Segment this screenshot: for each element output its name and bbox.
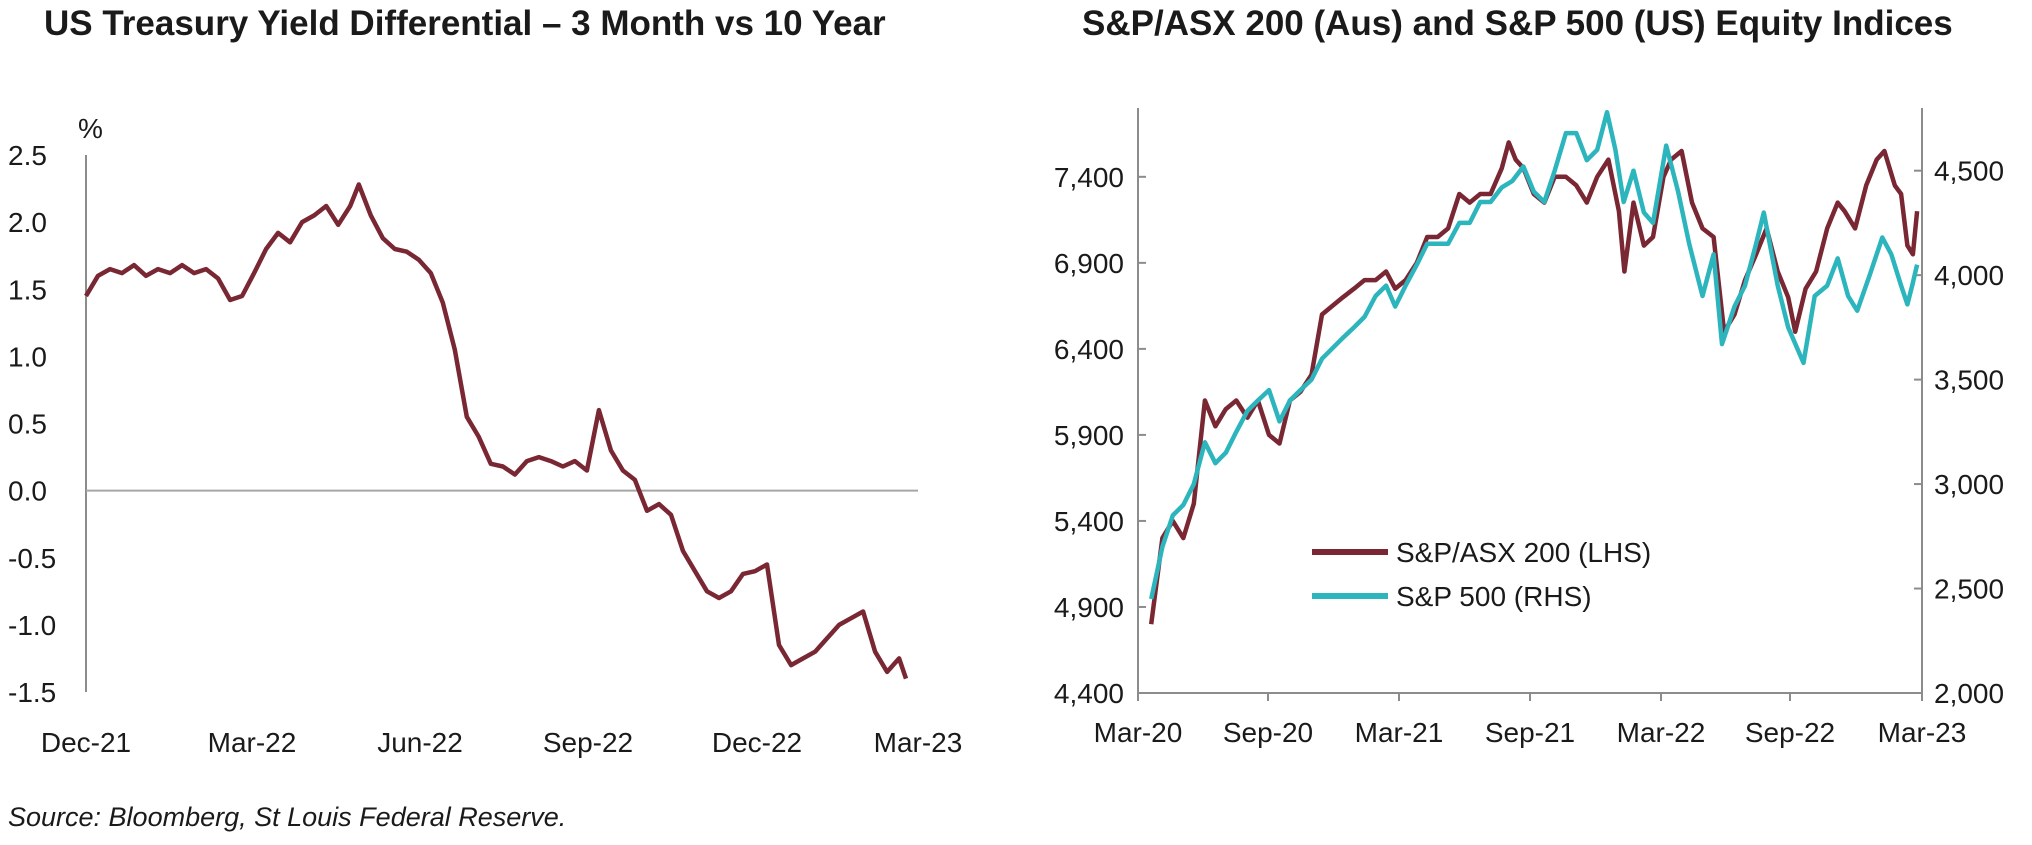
x-tick-label: Mar-23 — [1878, 717, 1967, 748]
left-x-tick-label: Jun-22 — [377, 727, 463, 758]
x-tick-label: Mar-22 — [1617, 717, 1706, 748]
legend-label-asx200: S&P/ASX 200 (LHS) — [1396, 537, 1651, 568]
left-y-tick-label: 2.0 — [8, 207, 47, 238]
left-y-tick-label: 4,900 — [1054, 592, 1124, 623]
left-y-tick-label: 6,400 — [1054, 334, 1124, 365]
left-y-tick-label: 7,400 — [1054, 162, 1124, 193]
x-tick-label: Sep-21 — [1485, 717, 1575, 748]
right-y-tick-label: 2,500 — [1934, 574, 2004, 605]
x-tick-label: Sep-20 — [1223, 717, 1313, 748]
left-x-tick-label: Dec-21 — [41, 727, 131, 758]
left-y-tick-label: -0.5 — [8, 543, 56, 574]
left-y-tick-label: -1.0 — [8, 610, 56, 641]
left-x-tick-label: Sep-22 — [543, 727, 633, 758]
right-y-tick-label: 4,000 — [1934, 260, 2004, 291]
legend-label-sp500: S&P 500 (RHS) — [1396, 581, 1592, 612]
left-x-tick-label: Mar-23 — [874, 727, 963, 758]
left-y-tick-label: 1.0 — [8, 341, 47, 372]
source-note: Source: Bloomberg, St Louis Federal Rese… — [8, 802, 567, 832]
equity-indices-chart: 7,400 6,900 6,400 5,900 5,400 4,900 4,400 4,500… — [1054, 108, 2004, 748]
sp500-line — [1149, 109, 1920, 600]
right-y-tick-label: 2,000 — [1934, 678, 2004, 709]
x-tick-label: Sep-22 — [1745, 717, 1835, 748]
right-y-tick-label: 4,500 — [1934, 156, 2004, 187]
right-chart-title: S&P/ASX 200 (Aus) and S&P 500 (US) Equit… — [1082, 4, 1953, 43]
right-y-tick-label: 3,000 — [1934, 469, 2004, 500]
left-y-tick-label: 0.5 — [8, 409, 47, 440]
left-y-tick-label: 2.5 — [8, 140, 47, 171]
left-y-tick-label: 4,400 — [1054, 678, 1124, 709]
left-y-tick-label: 5,400 — [1054, 506, 1124, 537]
yield-differential-line — [84, 182, 909, 680]
left-chart-title: US Treasury Yield Differential – 3 Month… — [44, 4, 886, 43]
right-y-tick-label: 3,500 — [1934, 365, 2004, 396]
left-y-unit-label: % — [78, 113, 103, 144]
left-x-tick-label: Mar-22 — [208, 727, 297, 758]
x-tick-label: Mar-21 — [1355, 717, 1444, 748]
left-y-tick-label: -1.5 — [8, 677, 56, 708]
yield-differential-chart: % 2.5 2.0 1.5 1.0 0.5 0.0 -0.5 -1.0 -1.5 Dec-21 Ma… — [8, 113, 963, 758]
left-y-tick-label: 6,900 — [1054, 248, 1124, 279]
x-tick-label: Mar-20 — [1094, 717, 1183, 748]
left-x-tick-label: Dec-22 — [712, 727, 802, 758]
left-y-tick-label: 1.5 — [8, 274, 47, 305]
left-y-tick-label: 0.0 — [8, 476, 47, 507]
left-y-tick-label: 5,900 — [1054, 420, 1124, 451]
